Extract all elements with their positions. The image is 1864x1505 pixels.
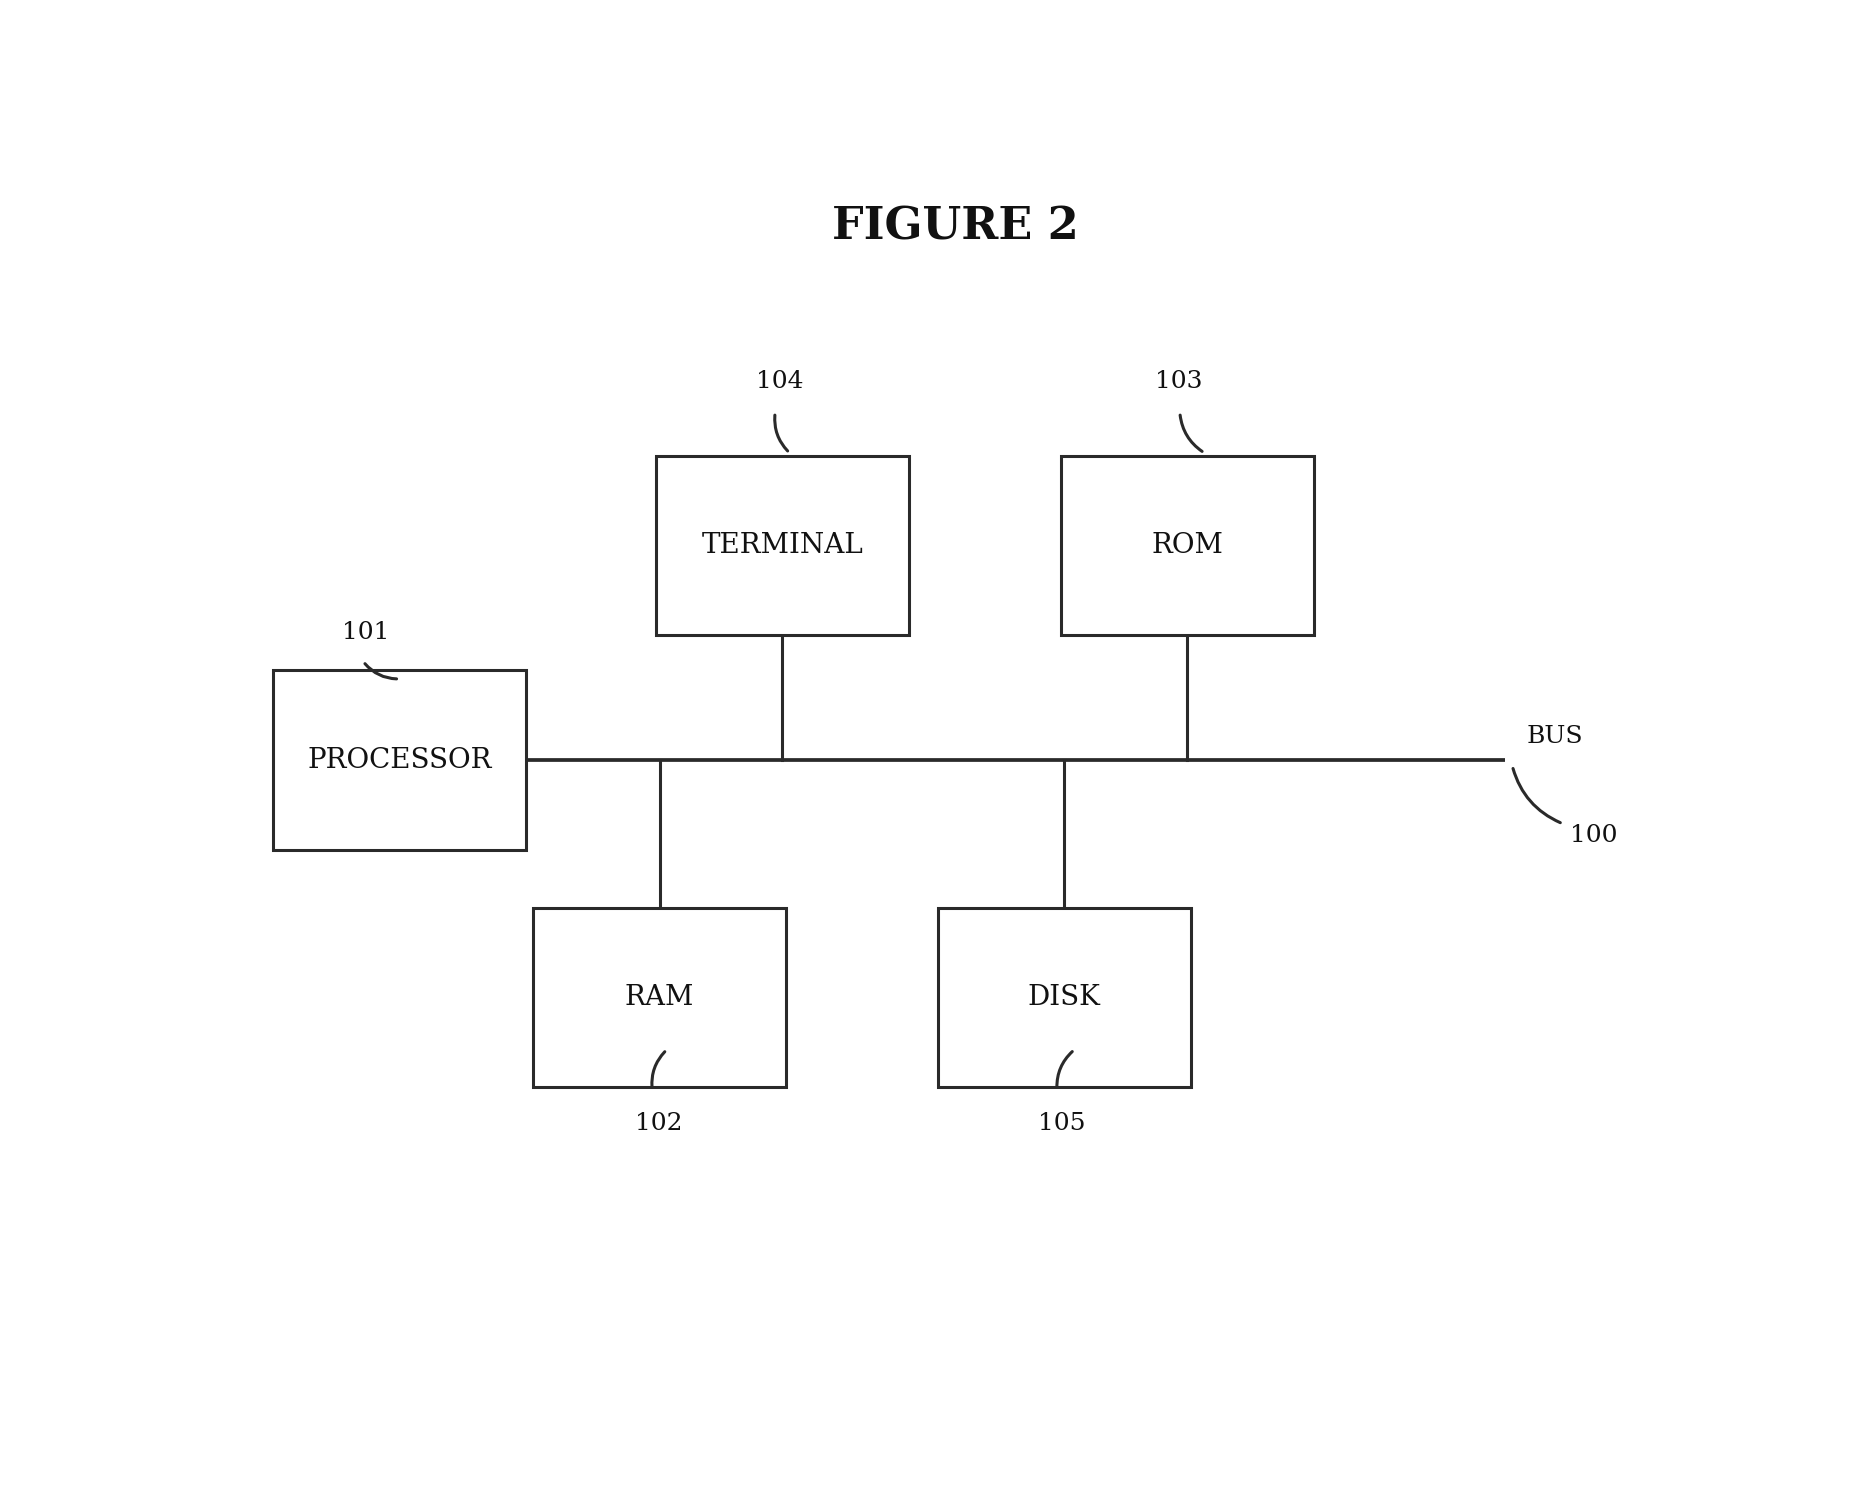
Text: 102: 102 xyxy=(634,1112,682,1135)
Text: DISK: DISK xyxy=(1027,984,1100,1011)
Text: 100: 100 xyxy=(1569,823,1616,847)
Text: 104: 104 xyxy=(757,370,803,393)
Bar xyxy=(1061,456,1312,635)
Bar xyxy=(272,670,526,850)
Text: TERMINAL: TERMINAL xyxy=(701,533,863,560)
Text: BUS: BUS xyxy=(1527,725,1583,748)
Text: 101: 101 xyxy=(341,622,390,644)
Text: FIGURE 2: FIGURE 2 xyxy=(831,206,1079,248)
Bar xyxy=(533,908,785,1088)
Text: RAM: RAM xyxy=(624,984,693,1011)
Bar xyxy=(656,456,908,635)
Bar xyxy=(938,908,1189,1088)
Text: 105: 105 xyxy=(1038,1112,1085,1135)
Text: 103: 103 xyxy=(1154,370,1202,393)
Text: PROCESSOR: PROCESSOR xyxy=(308,746,492,774)
Text: ROM: ROM xyxy=(1150,533,1223,560)
